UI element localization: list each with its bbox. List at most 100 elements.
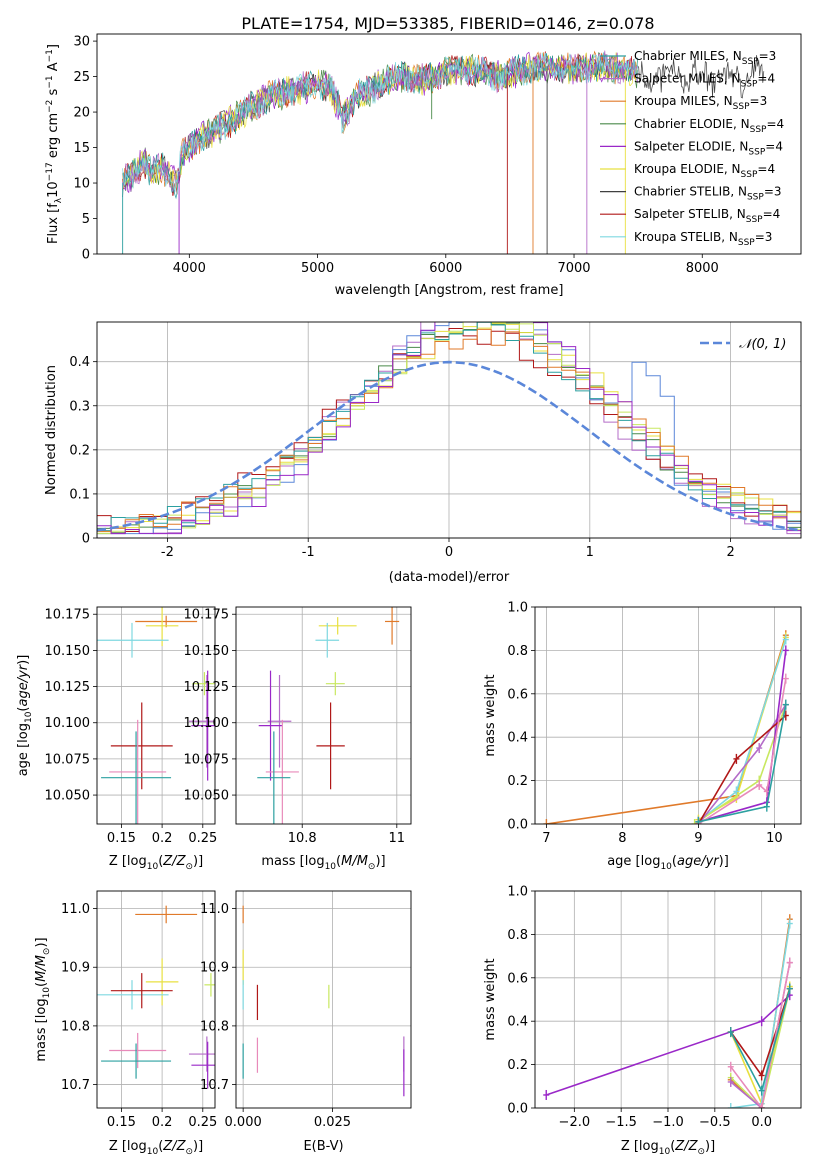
x-tick-label: 0.25: [188, 831, 217, 846]
x-tick-label: 10.8: [288, 831, 317, 846]
y-tick-label: 11.0: [200, 902, 229, 917]
x-tick-label: −1.5: [605, 1115, 637, 1130]
y-tick-label: 10.7: [61, 1078, 90, 1093]
legend-entry: Chabrier STELIB, NSSP=3: [634, 185, 782, 203]
legend-entry: Chabrier MILES, NSSP=3: [634, 49, 776, 67]
y-tick-label: 10: [73, 177, 90, 192]
axes-frame: [534, 606, 802, 825]
histogram-series: [97, 328, 801, 538]
x-axis-label: Z [log10(Z/Z⊙)]: [109, 1139, 203, 1157]
y-tick-label: 10.100: [45, 716, 91, 731]
x-tick-label: 0.025: [314, 1115, 351, 1130]
x-axis-label: wavelength [Angstrom, rest frame]: [335, 283, 564, 298]
y-tick-label: 0.2: [507, 774, 528, 789]
axes-frame: [96, 321, 802, 539]
y-tick-label: 1.0: [507, 885, 528, 900]
x-tick-label: 1: [586, 545, 594, 560]
x-axis-label: Z [log10(Z/Z⊙)]: [109, 854, 203, 872]
weight-series-line: [730, 988, 791, 1108]
y-tick-label: 10.150: [45, 644, 91, 659]
x-tick-label: -1: [302, 545, 315, 560]
y-axis-label: mass weight: [483, 674, 498, 756]
charts-container: 4000 5000 6000 7000 8000051015202530waveleng…: [16, 33, 802, 1157]
histogram-series: [97, 322, 801, 538]
age-vs-Z-axes: 0.15 0.2 0.25 10.050 10.075 10.100 10.125 10.15…: [16, 606, 217, 872]
gaussian-reference-line: [97, 360, 801, 532]
y-tick-label: 0.4: [507, 731, 528, 746]
mass-vs-Z-axes: 0.15 0.2 0.25 10.7 10.8 10.9 11.0 Z [log10(Z/Z⊙…: [34, 890, 217, 1157]
x-tick-label: 5000: [301, 261, 334, 276]
y-tick-label: 0: [82, 532, 90, 547]
axes-frame: [235, 890, 412, 1109]
y-tick-label: 0.2: [507, 1058, 528, 1073]
y-tick-label: 10.7: [200, 1078, 229, 1093]
legend-entry: Salpeter MILES, NSSP=4: [634, 72, 775, 90]
x-tick-label: 11: [389, 831, 406, 846]
weight-series-line: [698, 704, 787, 823]
y-tick-label: 0: [82, 248, 90, 263]
legend-entry: Salpeter STELIB, NSSP=4: [634, 207, 780, 225]
x-tick-label: 4000: [173, 261, 206, 276]
legend-entry: Kroupa ELODIE, NSSP=4: [634, 162, 775, 180]
y-tick-label: 0.2: [69, 443, 90, 458]
x-axis-label: (data-model)/error: [389, 570, 510, 585]
y-tick-label: 20: [73, 106, 90, 121]
legend-entry: Kroupa MILES, NSSP=3: [634, 94, 767, 112]
legend-entry: Kroupa STELIB, NSSP=3: [634, 230, 772, 248]
weight-series-line: [697, 704, 787, 824]
x-tick-label: 7000: [557, 261, 590, 276]
y-tick-label: 30: [73, 35, 90, 50]
y-tick-label: 10.175: [184, 608, 230, 623]
residuals-axes: -2 -1 0 1 2 0 0.1 0.2 0.3 0.4 (data-model)/error No…: [44, 321, 802, 585]
y-axis-label: Flux [fλ10−17 erg cm−2 s−1 A−1]: [45, 44, 64, 244]
x-tick-label: 7: [542, 831, 550, 846]
weight-vs-age-axes: 7 8 9 10 0.0 0.2 0.4 0.6 0.8 1.0 age [log10(age/yr…: [483, 601, 802, 872]
x-tick-label: −2.0: [559, 1115, 591, 1130]
weight-series-line: [546, 634, 787, 824]
x-axis-label: mass [log10(M/M⊙)]: [261, 854, 385, 872]
legend-entry: Salpeter ELODIE, NSSP=4: [634, 139, 783, 157]
y-axis-label: mass [log10(M/M⊙)]: [34, 937, 52, 1061]
y-tick-label: 0.8: [507, 928, 528, 943]
y-axis-label: Normed distribution: [44, 365, 59, 495]
y-tick-label: 0.8: [507, 644, 528, 659]
axes-frame: [534, 890, 802, 1109]
y-tick-label: 10.150: [184, 644, 230, 659]
y-tick-label: 0.6: [507, 971, 528, 986]
legend-entry: Chabrier ELODIE, NSSP=4: [634, 117, 784, 135]
y-tick-label: 10.8: [61, 1019, 90, 1034]
y-tick-label: 10.050: [45, 789, 91, 804]
x-tick-label: 0.2: [152, 1115, 173, 1130]
y-tick-label: 10.8: [200, 1019, 229, 1034]
y-tick-label: 0.6: [507, 687, 528, 702]
x-axis-label: E(B-V): [303, 1139, 343, 1154]
x-tick-label: 8: [618, 831, 626, 846]
y-axis-label: age [log10(age/yr)]: [16, 655, 34, 777]
weight-series-line: [697, 678, 787, 824]
y-tick-label: 25: [73, 70, 90, 85]
x-tick-label: 0.2: [152, 831, 173, 846]
spectrum-series-line: [122, 50, 638, 192]
spectrum-series-line: [122, 52, 638, 193]
y-tick-label: 0.0: [507, 818, 528, 833]
y-tick-label: 11.0: [61, 902, 90, 917]
y-tick-label: 10.075: [184, 752, 230, 767]
weight-vs-Z-axes: −2.0 −1.5 −1.0 −0.5 0.0 0.0 0.2 0.4 0.6 0.8 1.0 Z […: [483, 885, 802, 1157]
weight-series-line: [697, 639, 787, 823]
x-tick-label: 10: [766, 831, 783, 846]
y-tick-label: 10.9: [200, 961, 229, 976]
x-tick-label: 8000: [686, 261, 719, 276]
legend-entry: 𝒩(0, 1): [739, 337, 786, 352]
axes-frame: [96, 606, 216, 825]
y-tick-label: 10.9: [61, 961, 90, 976]
x-tick-label: −0.5: [699, 1115, 731, 1130]
mass-vs-EBV-axes: 0.000 0.025 10.7 10.8 10.9 11.0 E(B-V): [200, 890, 412, 1154]
axes-frame: [96, 33, 802, 255]
y-axis-label: mass weight: [483, 958, 498, 1040]
weight-series-line: [730, 962, 791, 1108]
y-tick-label: 10.175: [45, 608, 91, 623]
x-tick-label: 2: [726, 545, 734, 560]
x-tick-label: 0.15: [107, 1115, 136, 1130]
histogram-series: [97, 322, 801, 538]
